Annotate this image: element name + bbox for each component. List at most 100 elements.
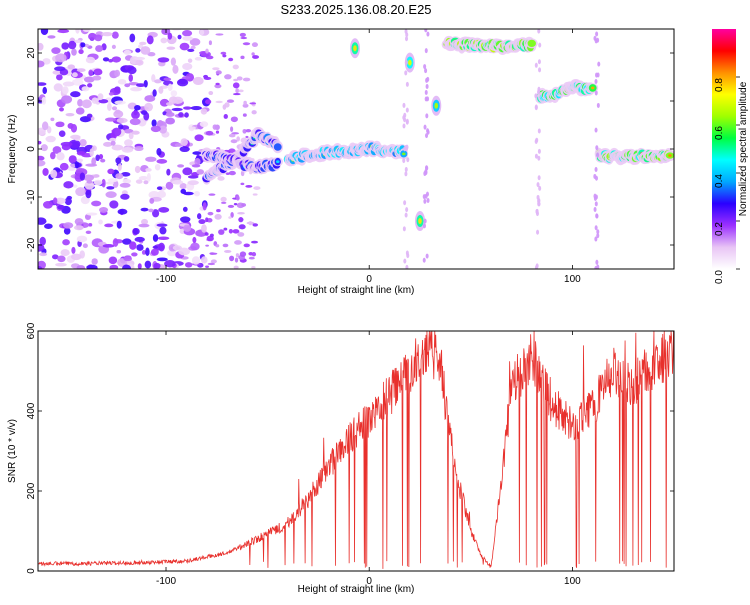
noise-blob xyxy=(152,209,160,218)
noise-blob xyxy=(44,223,53,229)
noise-blob xyxy=(179,146,190,153)
noise-blob xyxy=(205,48,209,54)
noise-blob xyxy=(75,107,85,115)
noise-blob xyxy=(109,264,119,269)
noise-blob xyxy=(164,260,176,268)
noise-blob xyxy=(208,193,216,196)
noise-blob xyxy=(38,82,47,86)
noise-blob xyxy=(165,102,173,106)
noise-blob xyxy=(182,167,193,176)
noise-blob xyxy=(233,265,239,269)
spectrogram-x-label: Height of straight line (km) xyxy=(298,285,415,296)
noise-blob xyxy=(98,153,104,160)
noise-blob xyxy=(79,172,86,181)
noise-blob xyxy=(117,79,127,85)
noise-blob xyxy=(157,190,166,199)
streak-blob xyxy=(423,198,427,204)
noise-blob xyxy=(88,69,94,77)
noise-blob xyxy=(134,56,146,61)
noise-blob xyxy=(240,36,248,40)
noise-blob xyxy=(120,193,130,200)
noise-blob xyxy=(61,42,70,50)
noise-blob xyxy=(99,207,109,213)
noise-blob xyxy=(74,39,82,44)
spectrogram-y-tick-label: 10 xyxy=(26,95,37,107)
noise-blob xyxy=(138,223,150,228)
noise-blob xyxy=(239,251,247,257)
noise-blob xyxy=(101,178,106,188)
streak-blob xyxy=(422,223,426,229)
noise-blob xyxy=(205,244,209,247)
noise-blob xyxy=(226,99,235,103)
noise-blob xyxy=(52,146,62,154)
streak-blob xyxy=(426,31,430,37)
noise-blob xyxy=(145,247,150,257)
noise-blob xyxy=(242,42,251,46)
noise-blob xyxy=(139,41,147,46)
noise-blob xyxy=(200,256,208,264)
noise-blob xyxy=(117,208,128,215)
streak-blob xyxy=(424,90,428,96)
noise-blob xyxy=(122,178,132,184)
noise-blob xyxy=(135,179,143,184)
noise-blob xyxy=(199,29,205,36)
noise-blob xyxy=(107,168,115,175)
noise-blob xyxy=(212,67,220,71)
noise-blob xyxy=(134,104,141,111)
streak-blob xyxy=(402,102,406,108)
noise-blob xyxy=(42,86,48,95)
noise-blob xyxy=(94,34,103,42)
noise-blob xyxy=(157,236,170,241)
noise-blob xyxy=(76,151,86,156)
noise-blob xyxy=(228,57,234,62)
noise-blob xyxy=(79,138,87,147)
noise-blob xyxy=(182,36,194,41)
streak-blob xyxy=(404,171,408,177)
noise-blob xyxy=(205,55,214,60)
noise-blob xyxy=(189,38,201,46)
streak-blob xyxy=(426,96,430,102)
noise-blob xyxy=(236,195,240,201)
colorbar-tick-label: 0.6 xyxy=(714,126,725,140)
noise-blob xyxy=(190,106,202,111)
noise-blob xyxy=(42,168,49,176)
noise-blob xyxy=(123,49,132,55)
noise-blob xyxy=(225,172,230,175)
noise-blob xyxy=(38,217,47,225)
noise-blob xyxy=(143,80,148,88)
ridge-body xyxy=(527,39,536,48)
noise-blob xyxy=(178,247,190,256)
noise-blob xyxy=(146,35,154,45)
streak-blob xyxy=(593,206,597,212)
snr-panel: -100 0 100 0 200 400 600 Height of straight l… xyxy=(7,322,675,595)
streak-blob xyxy=(405,264,409,269)
noise-blob xyxy=(144,260,152,269)
noise-blob xyxy=(111,144,124,151)
streak-blob xyxy=(405,36,409,42)
noise-blob xyxy=(106,186,115,190)
noise-blob xyxy=(197,213,202,220)
noise-blob xyxy=(178,112,184,118)
noise-blob xyxy=(251,110,257,115)
noise-blob xyxy=(138,176,149,181)
streak-blob xyxy=(536,194,540,200)
noise-blob xyxy=(232,229,240,234)
noise-blob xyxy=(111,56,121,63)
noise-blob xyxy=(172,245,183,251)
noise-blob xyxy=(177,34,182,40)
snr-frame xyxy=(37,330,675,572)
noise-blob xyxy=(163,77,172,81)
noise-blob xyxy=(203,76,212,80)
streak-blob xyxy=(534,265,538,269)
noise-blob xyxy=(107,102,112,111)
noise-blob xyxy=(166,168,171,176)
noise-blob xyxy=(134,236,145,243)
streak-blob xyxy=(595,259,599,265)
streak-blob xyxy=(537,175,541,181)
noise-blob xyxy=(122,238,132,245)
noise-blob xyxy=(236,76,243,81)
noise-blob xyxy=(127,66,137,75)
noise-blob xyxy=(84,180,95,190)
noise-blob xyxy=(57,204,65,210)
